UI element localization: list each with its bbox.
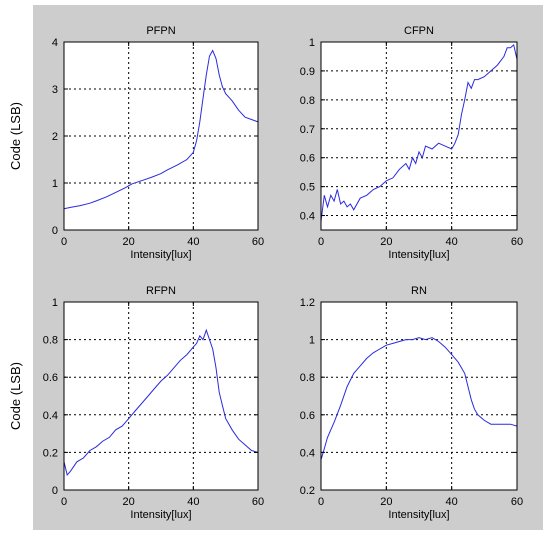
x-axis-label: Intensity[lux] [388,509,449,521]
y-tick-label: 0.6 [300,410,315,422]
y-tick-label: 0 [52,225,58,237]
series-line [320,43,518,222]
x-tick-label: 60 [252,496,264,508]
x-tick-label: 0 [61,236,67,248]
series-line [63,328,259,477]
x-tick-label: 40 [446,236,458,248]
x-axis-label: Intensity[lux] [388,249,449,261]
y-tick-label: 0.4 [43,410,58,422]
chart-title: CFPN [404,25,434,37]
y-tick-label: 0 [52,485,58,497]
y-tick-label: 0.4 [300,447,315,459]
x-tick-label: 60 [252,236,264,248]
x-tick-label: 0 [61,496,67,508]
chart-title: RN [411,285,427,297]
x-tick-label: 60 [511,496,523,508]
y-axis-label: Code (LSB) [8,102,23,170]
chart-title: PFPN [146,25,175,37]
series-line [63,49,259,210]
x-axis-label: Intensity[lux] [130,509,191,521]
x-tick-label: 0 [318,496,324,508]
y-tick-label: 3 [52,84,58,96]
chart-3: 0 20 40 60 0.2 0.4 0.6 0.8 1 1.2 RN Intensity[lux] [300,285,523,521]
y-tick-label: 0.8 [43,335,58,347]
y-tick-label: 0.2 [300,485,315,497]
x-tick-label: 60 [511,236,523,248]
x-tick-label: 40 [187,236,199,248]
y-tick-label: 1.2 [300,297,315,309]
x-tick-label: 20 [123,496,135,508]
axes-background [321,302,517,490]
axes-frame [320,301,518,491]
chart-1: 0 20 40 60 0.4 0.5 0.6 0.7 0.8 0.9 1 CFPN Intensity[… [300,25,523,261]
chart-2: 0 20 40 60 0 0.2 0.4 0.6 0.8 1 RFPN Intensity[lux] [43,285,264,521]
axes-frame [320,41,518,231]
y-tick-label: 0.6 [43,372,58,384]
y-tick-label: 1 [52,297,58,309]
x-tick-label: 20 [380,236,392,248]
y-tick-label: 0.2 [43,447,58,459]
x-tick-label: 40 [446,496,458,508]
axes-background [321,42,517,230]
x-tick-label: 40 [187,496,199,508]
series-line [320,337,518,461]
y-tick-label: 0.8 [300,372,315,384]
x-tick-label: 20 [123,236,135,248]
x-tick-label: 0 [318,236,324,248]
y-tick-label: 2 [52,131,58,143]
y-tick-label: 0.4 [300,211,315,223]
y-axis-label: Code (LSB) [8,362,23,430]
y-tick-label: 1 [309,37,315,49]
y-tick-label: 0.7 [300,124,315,136]
y-tick-label: 4 [52,37,58,49]
chart-0: 0 20 40 60 0 1 2 3 4 PFPN Intensity[lux] [52,25,264,261]
x-axis-label: Intensity[lux] [130,249,191,261]
axes-frame [63,301,259,491]
x-tick-label: 20 [380,496,392,508]
y-tick-label: 1 [52,178,58,190]
chart-title: RFPN [146,285,176,297]
axes-background [64,302,258,490]
y-tick-label: 0.5 [300,182,315,194]
y-tick-label: 0.6 [300,153,315,165]
y-tick-label: 1 [309,335,315,347]
y-tick-label: 0.8 [300,95,315,107]
y-tick-label: 0.9 [300,66,315,78]
